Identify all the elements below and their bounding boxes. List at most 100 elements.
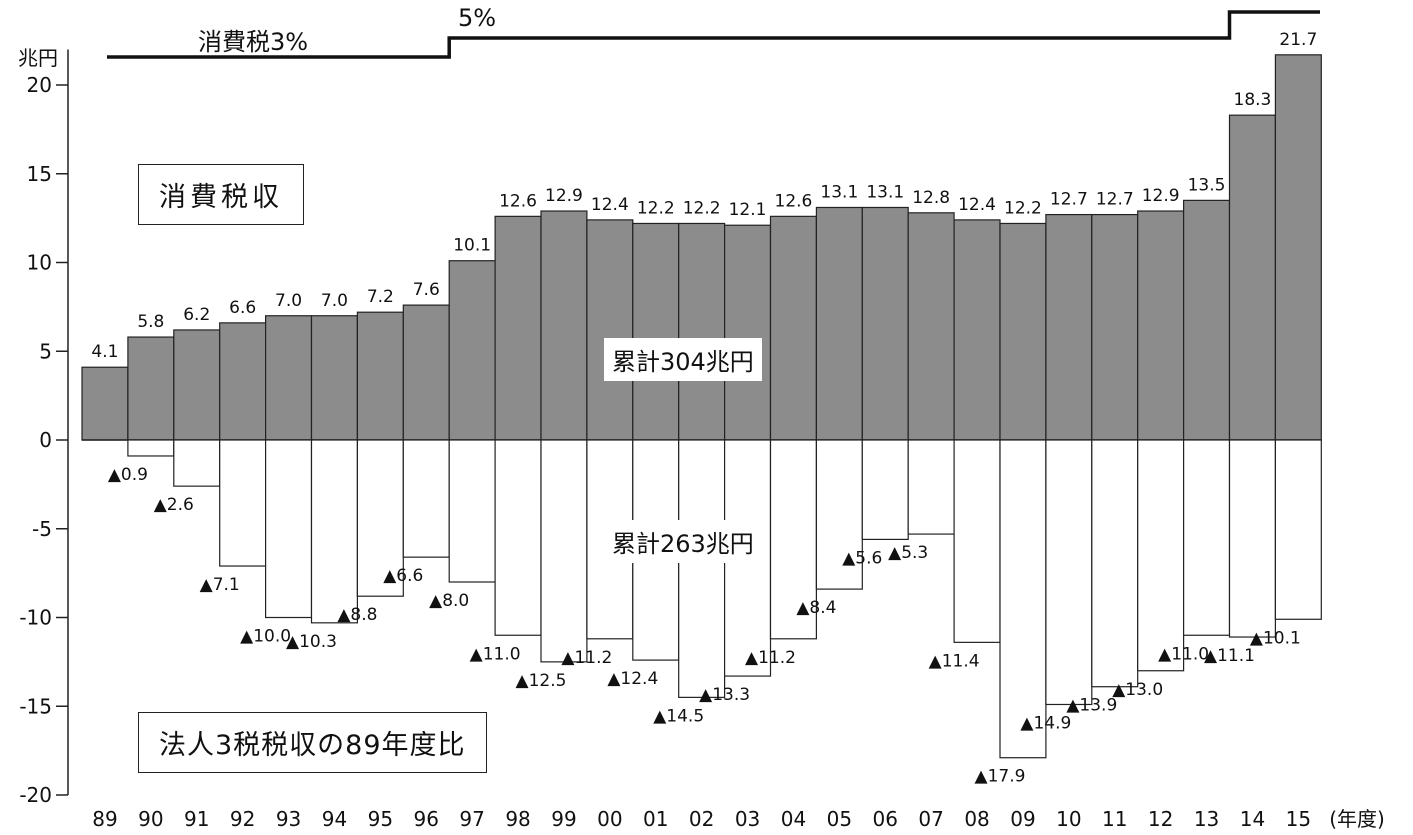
legend-consumption-tax: 消費税収 bbox=[138, 164, 304, 225]
consumption-tax-value-91: 6.2 bbox=[183, 305, 210, 325]
corporate-tax-bar-12 bbox=[1137, 439, 1185, 672]
consumption-tax-value-10: 12.7 bbox=[1050, 190, 1088, 210]
consumption-tax-bar-04 bbox=[769, 215, 818, 441]
consumption-tax-value-02: 12.2 bbox=[683, 198, 721, 218]
consumption-tax-bar-91 bbox=[173, 329, 221, 441]
x-tick-label-99: 99 bbox=[551, 807, 576, 831]
consumption-tax-value-04: 12.6 bbox=[775, 191, 813, 211]
corporate-tax-value-00: ▲11.2 bbox=[561, 648, 612, 668]
consumption-tax-bar-00 bbox=[586, 219, 634, 441]
x-tick-label-09: 09 bbox=[1010, 807, 1035, 831]
consumption-tax-value-92: 6.6 bbox=[229, 298, 256, 318]
corporate-tax-bar-13 bbox=[1182, 439, 1231, 636]
negative-bars: ▲0.9▲2.6▲7.1▲10.0▲10.3▲8.8▲6.6▲8.0▲11.0▲… bbox=[108, 439, 1322, 787]
consumption-tax-bar-03 bbox=[723, 224, 772, 441]
corporate-tax-bar-08 bbox=[953, 439, 1001, 643]
consumption-tax-value-13: 13.5 bbox=[1188, 175, 1226, 195]
x-tick-label-90: 90 bbox=[138, 807, 163, 831]
corporate-tax-value-03: ▲13.3 bbox=[699, 685, 750, 705]
x-tick-label-12: 12 bbox=[1148, 807, 1173, 831]
consumption-tax-value-89: 4.1 bbox=[91, 342, 118, 362]
consumption-tax-bar-09 bbox=[999, 222, 1047, 441]
consumption-tax-bar-07 bbox=[907, 212, 955, 441]
corporate-tax-value-15: ▲10.1 bbox=[1250, 628, 1301, 648]
consumption-tax-value-07: 12.8 bbox=[912, 188, 950, 208]
consumption-tax-value-11: 12.7 bbox=[1096, 190, 1134, 210]
consumption-tax-value-12: 12.9 bbox=[1142, 186, 1180, 206]
corporate-tax-value-93: ▲10.0 bbox=[240, 627, 291, 647]
cumulative-negative-label: 累計263兆円 bbox=[604, 520, 762, 563]
x-tick-label-06: 06 bbox=[873, 807, 898, 831]
y-tick-label-15: 15 bbox=[27, 162, 52, 186]
consumption-tax-value-95: 7.2 bbox=[367, 287, 394, 307]
consumption-tax-value-94: 7.0 bbox=[321, 291, 348, 311]
corporate-tax-value-05: ▲8.4 bbox=[796, 598, 836, 618]
x-tick-label-07: 07 bbox=[918, 807, 943, 831]
corporate-tax-bar-99 bbox=[540, 439, 588, 663]
corporate-tax-value-01: ▲12.4 bbox=[607, 669, 658, 689]
consumption-tax-bar-97 bbox=[448, 260, 496, 441]
y-tick-label-5: 5 bbox=[39, 339, 52, 363]
corporate-tax-value-90: ▲0.9 bbox=[108, 465, 148, 485]
x-tick-label-94: 94 bbox=[322, 807, 347, 831]
x-axis-unit-label: (年度) bbox=[1329, 807, 1385, 831]
corporate-tax-value-04: ▲11.2 bbox=[745, 648, 796, 668]
consumption-tax-bar-92 bbox=[219, 322, 267, 441]
corporate-tax-bar-14 bbox=[1228, 439, 1277, 638]
x-tick-label-98: 98 bbox=[505, 807, 530, 831]
y-tick-label-0: 0 bbox=[39, 428, 52, 452]
y-axis: -20 -15 -10 -5 0 5 10 15 20 bbox=[19, 49, 69, 807]
consumption-tax-value-08: 12.4 bbox=[958, 195, 996, 215]
corporate-tax-value-95: ▲8.8 bbox=[337, 605, 377, 625]
x-tick-label-03: 03 bbox=[735, 807, 760, 831]
legend-corporate-tax: 法人3税税収の89年度比 bbox=[138, 712, 487, 773]
corporate-tax-bar-92 bbox=[219, 439, 267, 567]
corporate-tax-bar-04 bbox=[769, 439, 818, 640]
corporate-tax-value-98: ▲11.0 bbox=[470, 644, 521, 664]
corporate-tax-bar-06 bbox=[861, 439, 909, 541]
y-tick-label--20: -20 bbox=[19, 783, 52, 807]
corporate-tax-bar-94 bbox=[310, 439, 359, 624]
consumption-tax-bar-14 bbox=[1228, 114, 1277, 441]
tax-rate-line bbox=[107, 10, 1320, 59]
corporate-tax-bar-02 bbox=[678, 439, 726, 698]
consumption-tax-value-05: 13.1 bbox=[820, 182, 858, 202]
consumption-tax-bar-08 bbox=[953, 219, 1001, 441]
x-tick-label-15: 15 bbox=[1286, 807, 1311, 831]
corporate-tax-bar-96 bbox=[402, 439, 450, 558]
corporate-tax-bar-05 bbox=[815, 439, 863, 590]
corporate-tax-bar-95 bbox=[356, 439, 404, 597]
consumption-tax-bar-15 bbox=[1274, 54, 1322, 441]
corporate-tax-value-91: ▲2.6 bbox=[154, 495, 194, 515]
tax-rate-label-5pct: 5% bbox=[458, 4, 497, 32]
x-tick-label-11: 11 bbox=[1102, 807, 1127, 831]
corporate-tax-value-09: ▲17.9 bbox=[975, 767, 1026, 787]
consumption-tax-bar-96 bbox=[402, 304, 450, 441]
corporate-tax-bar-97 bbox=[448, 439, 496, 583]
corporate-tax-bar-93 bbox=[265, 439, 313, 619]
x-tick-label-05: 05 bbox=[827, 807, 852, 831]
corporate-tax-value-07: ▲5.3 bbox=[888, 543, 928, 563]
consumption-tax-bar-05 bbox=[815, 206, 863, 441]
consumption-tax-bar-01 bbox=[632, 222, 680, 441]
corporate-tax-value-97: ▲8.0 bbox=[429, 591, 469, 611]
x-tick-label-02: 02 bbox=[689, 807, 714, 831]
consumption-tax-bar-99 bbox=[540, 210, 588, 441]
x-tick-label-08: 08 bbox=[964, 807, 989, 831]
corporate-tax-value-10: ▲14.9 bbox=[1020, 713, 1071, 733]
corporate-tax-bar-11 bbox=[1091, 439, 1139, 688]
consumption-tax-bar-93 bbox=[265, 315, 313, 441]
consumption-tax-bar-98 bbox=[494, 215, 542, 441]
consumption-tax-value-98: 12.6 bbox=[499, 191, 537, 211]
x-tick-label-96: 96 bbox=[414, 807, 439, 831]
corporate-tax-bar-07 bbox=[907, 439, 955, 535]
x-tick-label-89: 89 bbox=[92, 807, 117, 831]
tax-rate-step-line bbox=[107, 10, 1320, 59]
x-tick-label-95: 95 bbox=[368, 807, 393, 831]
y-tick-label-20: 20 bbox=[27, 73, 52, 97]
consumption-tax-value-01: 12.2 bbox=[637, 198, 675, 218]
x-tick-label-91: 91 bbox=[184, 807, 209, 831]
y-tick-label--15: -15 bbox=[19, 694, 52, 718]
corporate-tax-value-08: ▲11.4 bbox=[929, 651, 980, 671]
consumption-tax-bar-11 bbox=[1091, 213, 1139, 441]
